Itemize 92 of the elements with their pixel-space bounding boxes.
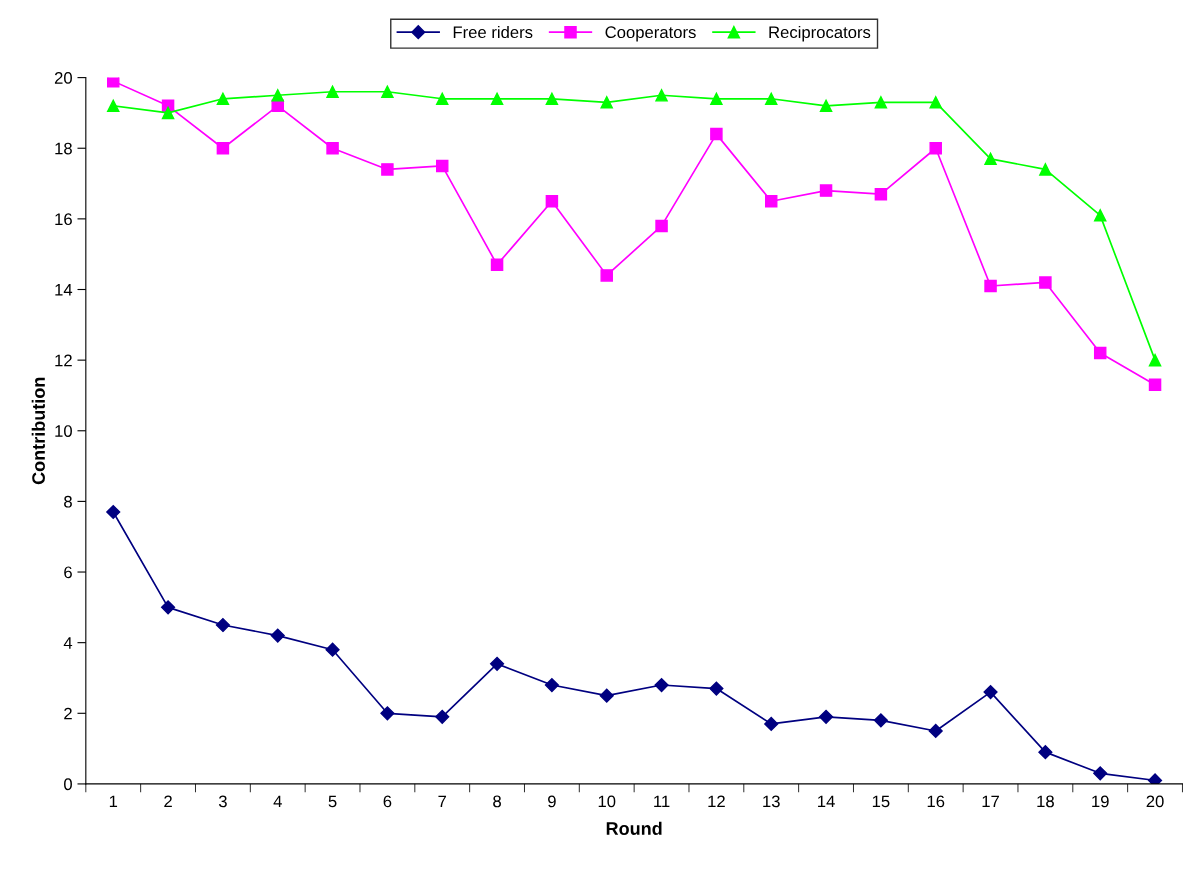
point xyxy=(160,600,176,615)
point xyxy=(381,85,394,98)
point xyxy=(490,92,504,106)
y-tick-label: 0 xyxy=(64,778,72,791)
point xyxy=(106,504,121,520)
point xyxy=(984,279,997,293)
y-tick-label: 16 xyxy=(55,213,72,226)
point xyxy=(599,688,614,703)
legend-label: Reciprocators xyxy=(769,25,871,42)
y-tick-label: 4 xyxy=(63,637,73,649)
point xyxy=(1093,346,1107,360)
x-tick-label: 12 xyxy=(708,795,725,808)
point xyxy=(764,194,778,208)
point xyxy=(270,628,285,643)
point xyxy=(929,96,942,109)
x-tick-label: 4 xyxy=(273,795,282,808)
point xyxy=(106,99,120,113)
point xyxy=(326,141,339,155)
point xyxy=(709,681,724,696)
y-tick-label: 10 xyxy=(55,425,72,437)
y-tick-label: 20 xyxy=(54,72,72,84)
x-tick-label: 14 xyxy=(818,795,835,808)
point xyxy=(489,656,505,671)
point xyxy=(873,713,888,728)
y-axis-title: Contribution xyxy=(31,377,45,485)
point xyxy=(1148,353,1162,367)
point xyxy=(654,677,669,693)
point xyxy=(874,187,888,201)
x-tick-label: 18 xyxy=(1037,795,1054,808)
point xyxy=(161,106,175,120)
point xyxy=(435,92,449,106)
x-tick-label: 5 xyxy=(328,795,337,808)
point xyxy=(764,716,779,731)
point xyxy=(545,194,559,208)
x-tick-label: 11 xyxy=(654,795,670,808)
point xyxy=(490,258,504,272)
point xyxy=(655,219,668,233)
y-tick-label: 2 xyxy=(64,707,72,720)
point xyxy=(215,617,230,633)
y-tick-label: 12 xyxy=(55,354,72,367)
x-tick-label: 3 xyxy=(218,795,227,808)
x-tick-label: 13 xyxy=(763,795,780,808)
y-tick-label: 18 xyxy=(55,142,72,155)
y-tick-label: 14 xyxy=(55,284,73,296)
point xyxy=(545,92,559,106)
y-tick-label: 8 xyxy=(64,495,72,508)
point xyxy=(818,709,834,724)
x-tick-label: 16 xyxy=(927,795,945,808)
point xyxy=(819,99,833,113)
x-tick-label: 9 xyxy=(548,795,556,808)
point xyxy=(764,92,778,106)
point xyxy=(929,141,942,155)
point xyxy=(216,141,230,155)
point xyxy=(1093,209,1107,222)
point xyxy=(600,96,613,109)
point xyxy=(983,685,998,700)
x-tick-label: 10 xyxy=(598,795,616,808)
x-tick-label: 8 xyxy=(493,795,501,808)
y-tick-label: 6 xyxy=(64,566,72,579)
point xyxy=(1039,163,1052,176)
x-tick-label: 17 xyxy=(982,795,999,808)
point xyxy=(1038,745,1053,760)
point xyxy=(216,92,230,106)
x-tick-label: 7 xyxy=(438,795,447,808)
point xyxy=(435,159,449,173)
point xyxy=(1039,276,1052,289)
x-tick-label: 2 xyxy=(164,795,172,808)
point xyxy=(381,163,394,176)
point xyxy=(1093,766,1108,781)
point xyxy=(435,709,450,724)
x-tick-label: 20 xyxy=(1146,795,1164,808)
x-axis-title: Round xyxy=(606,821,662,835)
point xyxy=(600,269,613,282)
legend-label: Cooperators xyxy=(605,26,696,42)
x-tick-label: 1 xyxy=(109,795,118,808)
legend-label: Free riders xyxy=(453,25,533,39)
point xyxy=(655,89,668,102)
x-tick-label: 19 xyxy=(1092,795,1109,808)
point xyxy=(544,677,559,693)
point xyxy=(325,642,340,657)
point xyxy=(710,127,723,141)
x-tick-label: 15 xyxy=(872,795,890,808)
point xyxy=(710,92,723,106)
x-tick-label: 6 xyxy=(383,795,392,808)
point xyxy=(874,96,888,109)
point xyxy=(326,85,339,98)
point xyxy=(984,152,997,166)
point xyxy=(1148,378,1162,392)
point xyxy=(928,723,943,739)
point xyxy=(271,89,284,102)
point xyxy=(819,184,833,197)
point xyxy=(380,706,395,721)
